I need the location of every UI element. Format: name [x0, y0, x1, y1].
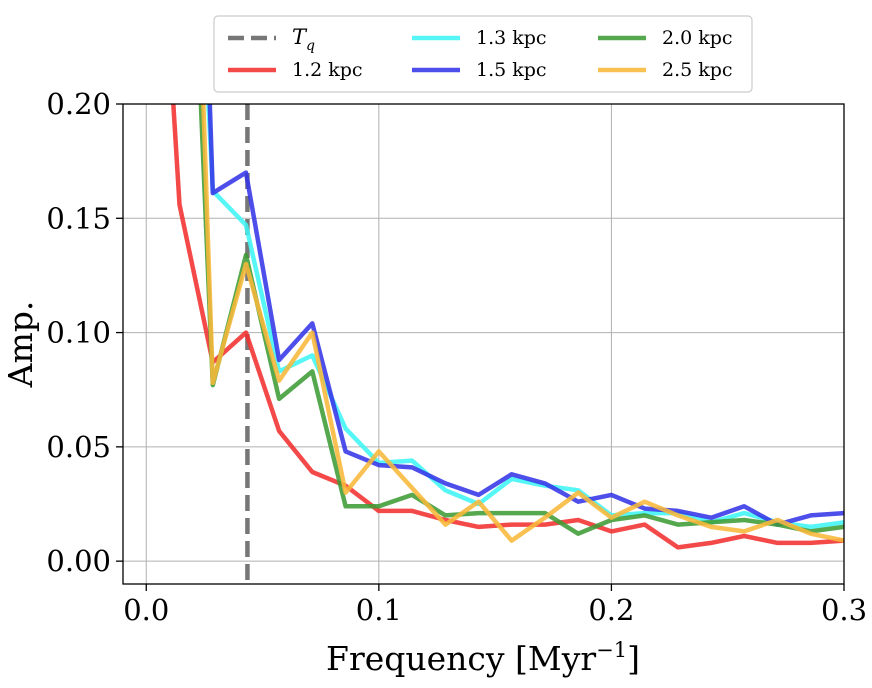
legend-label-2-5-kpc: 2.5 kpc [662, 59, 733, 81]
x-tick-label-0: 0.0 [123, 593, 169, 627]
legend-label-1-5-kpc: 1.5 kpc [476, 59, 547, 81]
y-tick-label-3: 0.15 [46, 201, 111, 235]
x-axis-label: Frequency [Myr−1] [326, 638, 640, 678]
legend-frame [213, 15, 753, 93]
series-line-1-5-kpc [207, 104, 844, 527]
x-tick-label-2: 0.2 [588, 593, 634, 627]
x-tick-label-3: 0.3 [821, 593, 867, 627]
plot-frame [122, 103, 845, 585]
y-axis-ticks: 0.00 0.05 0.10 0.15 0.20 [46, 87, 123, 578]
y-tick-label-1: 0.05 [46, 430, 111, 464]
legend: Tq 1.2 kpc 1.3 kpc 1.5 kpc 2.0 kpc 2.5 kpc [213, 15, 753, 93]
series-layer [171, 104, 844, 550]
series-line-1-2-kpc [171, 104, 844, 550]
y-axis-label: Amp. [1, 301, 40, 389]
series-line-2-0-kpc [198, 104, 844, 536]
y-tick-label-4: 0.20 [46, 87, 111, 121]
legend-label-1-3-kpc: 1.3 kpc [476, 27, 547, 49]
y-tick-label-2: 0.10 [46, 316, 111, 350]
series-line-2-5-kpc [201, 104, 844, 543]
legend-label-2-0-kpc: 2.0 kpc [662, 27, 733, 49]
legend-label-1-2-kpc: 1.2 kpc [292, 59, 363, 81]
y-tick-label-0: 0.00 [46, 544, 111, 578]
x-tick-label-1: 0.1 [356, 593, 402, 627]
legend-label-tq: Tq [292, 25, 315, 54]
x-axis-ticks: 0.0 0.1 0.2 0.3 [123, 584, 867, 627]
legend-items: Tq 1.2 kpc 1.3 kpc 1.5 kpc 2.0 kpc 2.5 kpc [228, 25, 733, 81]
